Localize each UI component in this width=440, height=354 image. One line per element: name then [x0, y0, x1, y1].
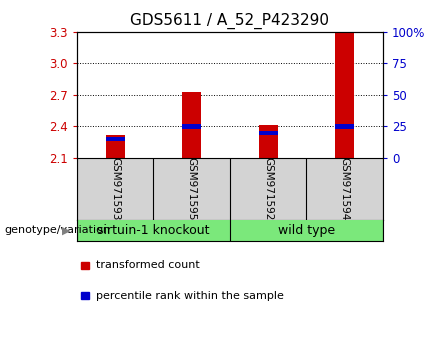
- Text: wild type: wild type: [278, 224, 335, 237]
- Text: sirtuin-1 knockout: sirtuin-1 knockout: [97, 224, 210, 237]
- Bar: [259, 131, 278, 135]
- Bar: [335, 30, 354, 158]
- Bar: [106, 137, 125, 141]
- Text: GSM971593: GSM971593: [110, 157, 120, 221]
- Text: GSM971595: GSM971595: [187, 157, 197, 221]
- Title: GDS5611 / A_52_P423290: GDS5611 / A_52_P423290: [130, 13, 330, 29]
- Bar: [106, 135, 125, 158]
- Bar: [335, 124, 354, 129]
- Text: genotype/variation: genotype/variation: [4, 225, 110, 235]
- Bar: [182, 92, 201, 158]
- Text: percentile rank within the sample: percentile rank within the sample: [96, 291, 284, 301]
- Bar: [182, 124, 201, 129]
- Text: GSM971592: GSM971592: [263, 157, 273, 221]
- Text: transformed count: transformed count: [96, 261, 200, 270]
- Text: GSM971594: GSM971594: [340, 157, 349, 221]
- Text: ▶: ▶: [62, 225, 70, 235]
- Bar: [259, 125, 278, 158]
